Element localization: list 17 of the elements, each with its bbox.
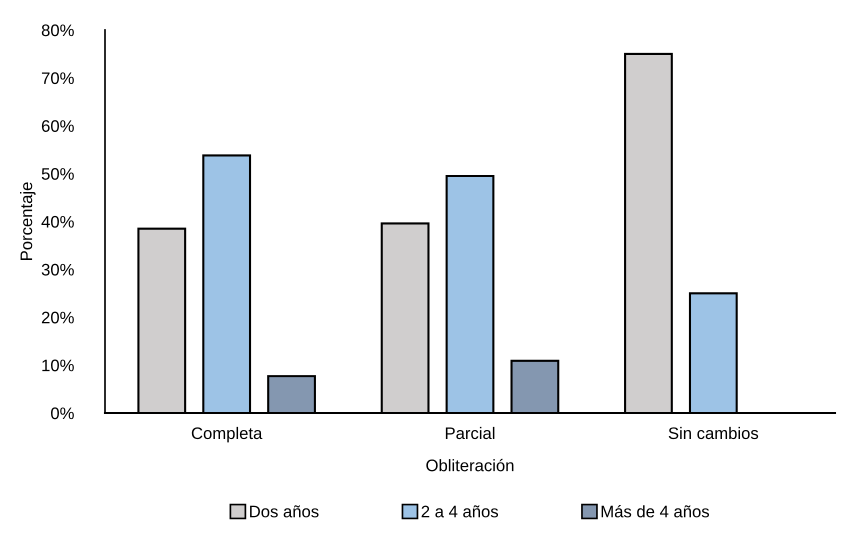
y-tick-label: 0%	[51, 407, 74, 420]
y-axis-title: Porcentaje	[20, 182, 36, 260]
y-tick-label: 70%	[42, 72, 74, 84]
x-tick-label: Completa	[192, 426, 262, 442]
y-tick-label: 60%	[42, 120, 74, 132]
y-tick-label: 80%	[42, 24, 74, 36]
y-tick-label: 50%	[42, 168, 74, 180]
legend-label: Dos años	[250, 505, 319, 518]
x-axis-title: Obliteración	[426, 458, 514, 472]
x-tick-label: Sin cambios	[668, 426, 758, 440]
y-tick-label: 40%	[41, 216, 74, 228]
y-tick-label: 10%	[42, 360, 74, 372]
y-tick-label: 20%	[42, 312, 74, 324]
legend-label: Más de 4 años	[602, 504, 710, 518]
y-tick-label: 30%	[42, 264, 74, 276]
legend-label: 2 a 4 años	[422, 505, 498, 518]
x-tick-label: Parcial	[446, 426, 494, 440]
